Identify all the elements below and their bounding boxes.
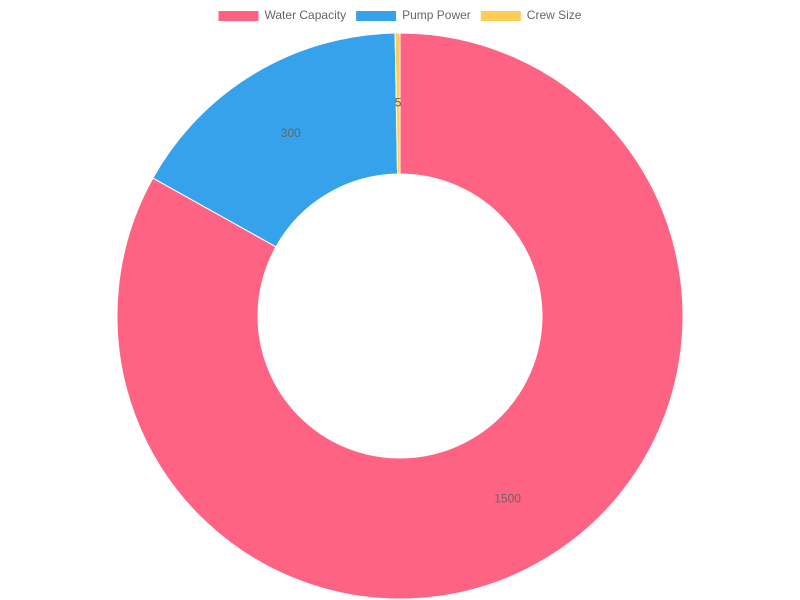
legend-item[interactable]: Pump Power	[356, 8, 471, 22]
legend-swatch	[356, 11, 397, 21]
legend-label: Crew Size	[527, 8, 582, 22]
doughnut-slice	[116, 32, 684, 600]
data-label: 5	[395, 96, 402, 110]
legend-item[interactable]: Crew Size	[480, 8, 582, 22]
legend-label: Pump Power	[402, 8, 471, 22]
data-label: 300	[281, 126, 301, 140]
doughnut-slice	[152, 32, 399, 248]
doughnut	[116, 32, 684, 600]
legend-label: Water Capacity	[265, 8, 347, 22]
doughnut-slice	[394, 32, 401, 175]
legend-item[interactable]: Water Capacity	[218, 8, 347, 22]
legend: Water Capacity Pump Power Crew Size	[218, 8, 582, 22]
legend-swatch	[480, 11, 521, 21]
data-label: 1500	[494, 491, 521, 505]
legend-swatch	[218, 11, 259, 21]
data-labels: 1500 300 5	[281, 96, 521, 506]
